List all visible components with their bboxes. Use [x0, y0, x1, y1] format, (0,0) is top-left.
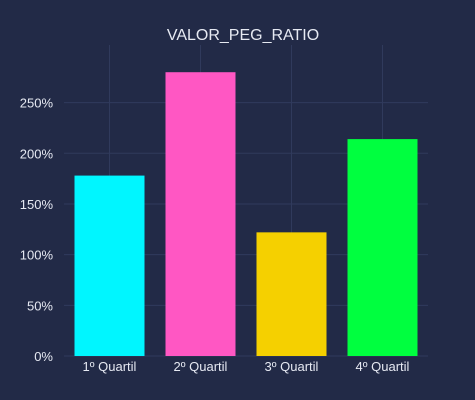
y-tick-label: 100% — [20, 248, 54, 263]
y-axis-ticks: 0% 50% 100% 150% 200% 250% — [20, 96, 54, 364]
x-tick-label: 3º Quartil — [265, 359, 319, 374]
y-tick-label: 250% — [20, 96, 54, 111]
y-tick-label: 150% — [20, 197, 54, 212]
x-axis-ticks: 1º Quartil 2º Quartil 3º Quartil 4º Quartil — [83, 359, 410, 374]
x-tick-label: 1º Quartil — [83, 359, 137, 374]
x-tick-label: 2º Quartil — [174, 359, 228, 374]
bar[interactable] — [256, 232, 327, 356]
bars-layer — [74, 72, 418, 356]
x-tick-label: 4º Quartil — [356, 359, 410, 374]
bar[interactable] — [74, 175, 145, 356]
y-tick-label: 200% — [20, 146, 54, 161]
y-tick-label: 0% — [34, 349, 53, 364]
y-tick-label: 50% — [27, 298, 53, 313]
bar[interactable] — [165, 72, 236, 356]
chart-title: VALOR_PEG_RATIO — [167, 27, 319, 44]
bar[interactable] — [347, 139, 418, 356]
